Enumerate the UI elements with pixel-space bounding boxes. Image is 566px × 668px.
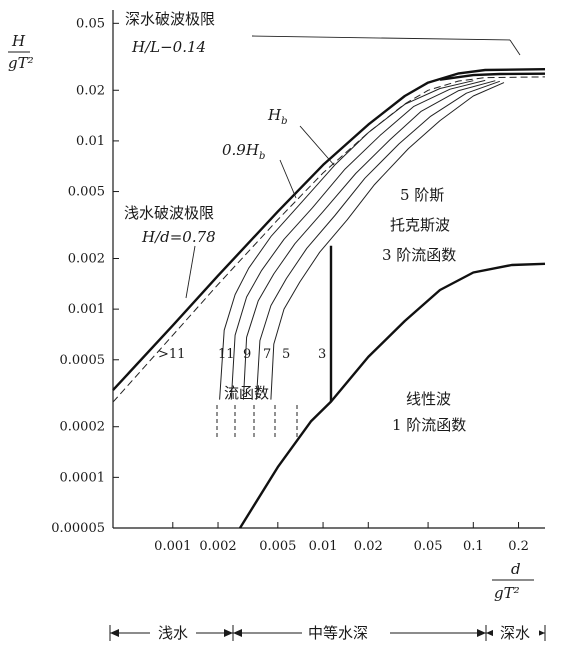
- series-line-8: [238, 262, 546, 529]
- y-axis-label: H gT²: [8, 32, 34, 72]
- zone-arrow-3a: [486, 629, 495, 637]
- y-tick-label: 0.01: [76, 134, 105, 149]
- x-axis-label: d gT²: [492, 560, 534, 602]
- order-5-label: 5: [282, 347, 290, 362]
- x-tick-label: 0.1: [463, 539, 484, 554]
- x-tick-label: 0.005: [259, 539, 296, 554]
- x-tick-label: 0.002: [199, 539, 236, 554]
- y-tick-label: 0.005: [68, 185, 105, 200]
- order-7-label: 7: [263, 347, 271, 362]
- deep-limit-formula: H/L−0.14: [131, 38, 206, 56]
- x-tick-label: 0.02: [354, 539, 383, 554]
- x-label-denominator: gT²: [494, 584, 520, 602]
- shallow-limit-leader: [185, 245, 196, 299]
- stokes-label-3: 3 阶流函数: [382, 246, 456, 264]
- hb09-label: 0.9Hb: [222, 141, 265, 162]
- zone-arrow-2a: [233, 629, 242, 637]
- stokes-label-1: 5 阶斯: [400, 186, 444, 204]
- hb-label: Hb: [267, 106, 288, 127]
- shallow-limit-formula: H/d=0.78: [141, 228, 216, 246]
- y-tick-label: 0.002: [68, 251, 105, 266]
- order-3-label: 3: [318, 347, 326, 362]
- y-tick-label: 0.05: [76, 16, 105, 31]
- zone-arrow-1a: [110, 629, 119, 637]
- order-9-label: 9: [243, 347, 251, 362]
- linear-label-1: 线性波: [406, 390, 451, 408]
- series-layer: [112, 68, 546, 529]
- stream-function-stubs: [216, 405, 298, 438]
- order-11-label: 11: [218, 347, 235, 362]
- y-label-denominator: gT²: [8, 54, 34, 72]
- x-tick-label: 0.2: [508, 539, 529, 554]
- deep-limit-title: 深水破波极限: [125, 10, 215, 28]
- y-tick-label: 0.02: [76, 83, 105, 98]
- zone-arrow-1b: [224, 629, 233, 637]
- series-line-10: [439, 72, 546, 81]
- shallow-limit-title: 浅水破波极限: [124, 204, 214, 222]
- x-axis-ticks: 0.001 0.002 0.005 0.01 0.02 0.05 0.1 0.2: [154, 522, 529, 554]
- y-tick-label: 0.001: [68, 302, 105, 317]
- deep-limit-leader: [251, 35, 511, 41]
- stokes-label-2: 托克斯波: [390, 216, 450, 234]
- zone-label-bg-3: [493, 620, 539, 642]
- zone-label-bg-2: [302, 620, 390, 642]
- annotation-leaders: [185, 35, 521, 299]
- x-label-numerator: d: [511, 560, 521, 578]
- series-line-1: [112, 68, 546, 391]
- y-label-numerator: H: [11, 32, 26, 50]
- y-axis-ticks: 0.05 0.02 0.01 0.005 0.002 0.001 0.0005 0.0002 0…: [51, 16, 119, 536]
- series-line-3: [219, 80, 474, 400]
- x-tick-label: 0.01: [309, 539, 338, 554]
- annotations: 深水破波极限 H/L−0.14 浅水破波极限 H/d=0.78 Hb 0.9Hb…: [124, 10, 466, 434]
- series-line-5: [242, 80, 496, 400]
- depth-zone-bar: 浅水 中等水深 深水: [109, 620, 546, 642]
- linear-label-2: 1 阶流函数: [392, 416, 466, 434]
- y-tick-label: 0.0002: [60, 420, 106, 435]
- series-line-4: [230, 79, 486, 400]
- stream-function-label: 流函数: [224, 384, 269, 402]
- y-tick-label: 0.00005: [51, 521, 105, 536]
- y-tick-label: 0.0001: [60, 470, 106, 485]
- hb09-leader: [279, 159, 297, 199]
- hb-leader: [299, 125, 335, 166]
- y-tick-label: 0.0005: [60, 353, 106, 368]
- zone-deep-label: 深水: [500, 624, 530, 642]
- x-tick-label: 0.001: [154, 539, 191, 554]
- deep-limit-leader-tip: [509, 39, 521, 56]
- zone-arrow-2b: [477, 629, 486, 637]
- series-line-6: [255, 80, 500, 400]
- x-tick-label: 0.05: [414, 539, 443, 554]
- order-gt11-label: >11: [158, 347, 185, 362]
- zone-intermediate-label: 中等水深: [308, 624, 368, 642]
- series-line-7: [270, 82, 505, 400]
- zone-label-bg-1: [150, 620, 196, 642]
- zone-shallow-label: 浅水: [158, 624, 188, 642]
- series-line-2: [112, 76, 546, 403]
